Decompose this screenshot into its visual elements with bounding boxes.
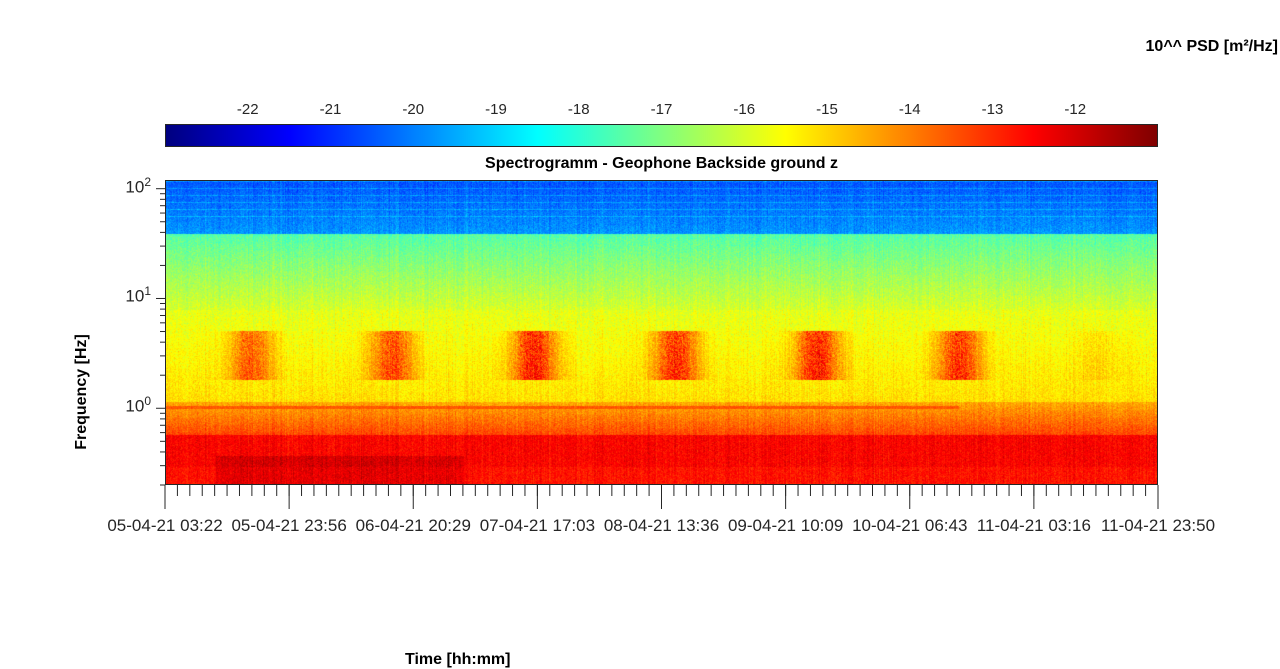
y-tick-base: 10 bbox=[125, 396, 145, 416]
y-tick-base: 10 bbox=[125, 177, 145, 197]
x-tick-label: 09-04-21 10:09 bbox=[727, 516, 844, 535]
colorbar-unit-label: 10^^ PSD [m²/Hz] bbox=[1145, 38, 1278, 55]
y-tick-exponent: 0 bbox=[144, 394, 151, 409]
spectrogram-plot-area bbox=[165, 180, 1158, 485]
colorbar-tick-label: -21 bbox=[319, 101, 342, 118]
colorbar-tick-label: -15 bbox=[816, 101, 838, 118]
y-axis-label: Frequency [Hz] bbox=[73, 334, 90, 450]
x-tick-label: 05-04-21 03:22 bbox=[107, 516, 223, 535]
colorbar bbox=[165, 124, 1158, 147]
spectrogram-heatmap bbox=[166, 181, 1157, 484]
x-tick-label: 07-04-21 17:03 bbox=[479, 516, 596, 535]
y-tick-label: 101 bbox=[101, 284, 151, 307]
colorbar-tick-label: -20 bbox=[402, 101, 425, 118]
x-axis-label: Time [hh:mm] bbox=[405, 651, 511, 668]
colorbar-tick-label: -22 bbox=[236, 101, 259, 118]
y-tick-exponent: 1 bbox=[144, 284, 151, 299]
y-tick-label: 100 bbox=[101, 394, 151, 417]
colorbar-tick-label: -17 bbox=[650, 101, 673, 118]
x-tick-label: 10-04-21 06:43 bbox=[852, 516, 968, 535]
x-tick-label: 06-04-21 20:29 bbox=[355, 516, 471, 535]
colorbar-tick-label: -13 bbox=[981, 101, 1004, 118]
colorbar-tick-label: -18 bbox=[567, 101, 590, 118]
colorbar-tick-label: -14 bbox=[898, 101, 921, 118]
y-tick-exponent: 2 bbox=[144, 174, 151, 189]
x-tick-label: 11-04-21 23:50 bbox=[1100, 516, 1216, 535]
x-tick-label: 08-04-21 13:36 bbox=[603, 516, 720, 535]
colorbar-tick-label: -19 bbox=[485, 101, 507, 118]
x-tick-label: 05-04-21 23:56 bbox=[231, 516, 347, 535]
y-tick-label: 102 bbox=[101, 175, 151, 198]
x-tick-label: 11-04-21 03:16 bbox=[976, 516, 1091, 535]
colorbar-tick-label: -16 bbox=[733, 101, 756, 118]
colorbar-tick-label: -12 bbox=[1064, 101, 1087, 118]
y-tick-base: 10 bbox=[125, 287, 145, 307]
chart-title: Spectrogramm - Geophone Backside ground … bbox=[485, 155, 838, 172]
